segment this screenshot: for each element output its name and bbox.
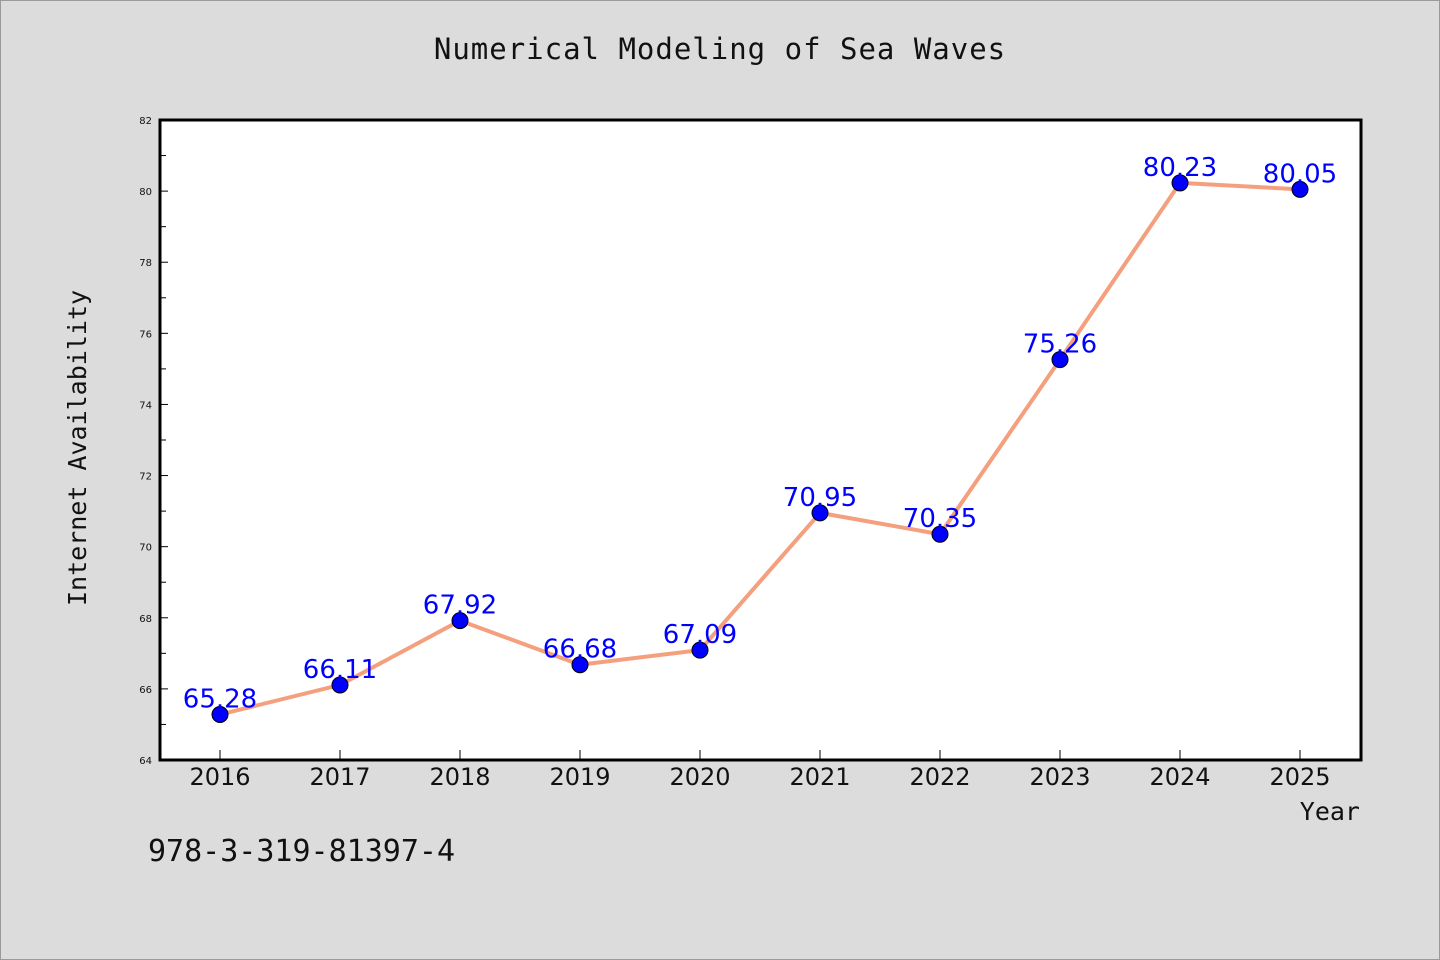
- chart-title: Numerical Modeling of Sea Waves: [433, 32, 1007, 66]
- data-point: [1291, 180, 1309, 198]
- x-tick-label: 2016: [189, 763, 250, 791]
- y-tick-label: 68: [139, 614, 152, 625]
- data-point: [1051, 351, 1069, 369]
- x-tick-label: 2023: [1029, 763, 1090, 791]
- data-label: 66.68: [543, 635, 617, 665]
- data-label: 67.09: [663, 620, 737, 650]
- plot-area: [158, 118, 1363, 762]
- y-tick-label: 80: [139, 187, 152, 198]
- data-label: 67.92: [423, 591, 497, 621]
- data-point: [931, 525, 949, 543]
- data-label: 80.05: [1263, 159, 1337, 189]
- series-line: [219, 180, 1301, 717]
- y-tick-label: 70: [139, 543, 152, 554]
- y-tick-label: 64: [139, 756, 152, 767]
- data-point: [691, 641, 709, 659]
- x-tick-label: 2024: [1149, 763, 1210, 791]
- data-point: [331, 676, 349, 694]
- y-tick-label: 78: [139, 258, 152, 269]
- x-axis-ticks: 2016 2017 2018 2019 2020 2021 2022 2023 2024 2025: [189, 750, 1331, 791]
- x-tick-label: 2020: [669, 763, 730, 791]
- data-label: 70.95: [783, 483, 857, 513]
- data-label: 80.23: [1143, 153, 1217, 183]
- series-markers: [211, 174, 1309, 723]
- y-axis-label: Internet Availability: [63, 290, 92, 606]
- y-tick-label: 82: [139, 116, 152, 127]
- x-tick-label: 2025: [1269, 763, 1330, 791]
- data-point: [1171, 174, 1189, 192]
- y-tick-label: 66: [139, 685, 152, 696]
- data-point: [451, 612, 469, 630]
- x-tick-label: 2021: [789, 763, 850, 791]
- x-tick-label: 2022: [909, 763, 970, 791]
- y-tick-label: 74: [139, 400, 152, 411]
- y-tick-label: 76: [139, 329, 152, 340]
- data-point: [811, 504, 829, 522]
- y-tick-label: 72: [139, 472, 152, 483]
- y-axis-ticks: 64 66 68 70 72 74 76 78 80 82: [139, 116, 168, 767]
- data-point: [571, 656, 589, 674]
- data-label: 65.28: [183, 684, 257, 714]
- data-label: 66.11: [303, 655, 377, 685]
- data-label: 75.26: [1023, 330, 1097, 360]
- data-label: 70.35: [903, 504, 977, 534]
- x-tick-label: 2017: [309, 763, 370, 791]
- data-labels: 65.28 66.11 67.92 66.68 67.09 70.95 70.35 75.26…: [183, 153, 1337, 715]
- data-point: [211, 705, 229, 723]
- x-tick-label: 2018: [429, 763, 490, 791]
- x-tick-label: 2019: [549, 763, 610, 791]
- footer-code: 978-3-319-81397-4: [148, 834, 456, 869]
- x-axis-label: Year: [1300, 797, 1360, 826]
